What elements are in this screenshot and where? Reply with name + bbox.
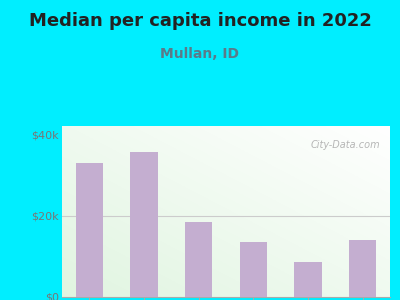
Bar bbox=[76, 163, 103, 297]
Text: City-Data.com: City-Data.com bbox=[310, 140, 380, 150]
Bar bbox=[294, 262, 322, 297]
Text: Mullan, ID: Mullan, ID bbox=[160, 46, 240, 61]
Bar bbox=[240, 242, 267, 297]
Bar bbox=[349, 240, 376, 297]
Bar bbox=[185, 222, 212, 297]
Text: Median per capita income in 2022: Median per capita income in 2022 bbox=[28, 12, 372, 30]
Bar bbox=[130, 152, 158, 297]
